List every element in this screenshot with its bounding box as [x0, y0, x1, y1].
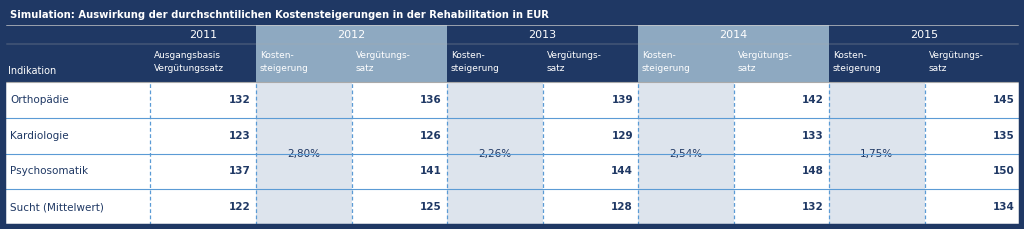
Text: Simulation: Auswirkung der durchschntilichen Kostensteigerungen in der Rehabilit: Simulation: Auswirkung der durchschntili… [10, 9, 549, 19]
Text: 139: 139 [611, 95, 633, 105]
Text: satz: satz [547, 64, 565, 73]
Text: 144: 144 [611, 166, 633, 176]
Text: steigerung: steigerung [260, 64, 309, 73]
Bar [638, 25, 829, 44]
Text: satz: satz [355, 64, 374, 73]
Text: Kosten-: Kosten- [833, 51, 866, 60]
Text: steigerung: steigerung [833, 64, 882, 73]
Bar [638, 44, 829, 82]
Bar [256, 82, 351, 225]
Text: Vergütungs-: Vergütungs- [929, 51, 983, 60]
Text: satz: satz [929, 64, 947, 73]
Text: 137: 137 [229, 166, 251, 176]
Text: Vergütungs-: Vergütungs- [547, 51, 601, 60]
Text: Sucht (Mittelwert): Sucht (Mittelwert) [10, 202, 103, 212]
Text: 134: 134 [993, 202, 1015, 212]
Text: Kosten-: Kosten- [642, 51, 676, 60]
Text: satz: satz [737, 64, 756, 73]
Text: 133: 133 [802, 131, 824, 141]
Bar [256, 44, 447, 82]
Text: 141: 141 [420, 166, 442, 176]
Text: 2011: 2011 [188, 30, 217, 39]
Text: 126: 126 [420, 131, 442, 141]
Text: 132: 132 [229, 95, 251, 105]
Text: 129: 129 [611, 131, 633, 141]
Bar [4, 82, 1020, 225]
Text: 128: 128 [611, 202, 633, 212]
Text: 122: 122 [229, 202, 251, 212]
Text: Vergütungssatz: Vergütungssatz [154, 64, 224, 73]
Text: 2012: 2012 [337, 30, 366, 39]
Text: 2,54%: 2,54% [670, 148, 702, 158]
Text: Indikation: Indikation [8, 66, 56, 76]
Text: 145: 145 [993, 95, 1015, 105]
Text: Orthopädie: Orthopädie [10, 95, 69, 105]
Text: 2,26%: 2,26% [478, 148, 511, 158]
Text: steigerung: steigerung [451, 64, 500, 73]
Text: Kosten-: Kosten- [451, 51, 484, 60]
Text: Kosten-: Kosten- [260, 51, 294, 60]
Text: 1,75%: 1,75% [860, 148, 893, 158]
Text: 2015: 2015 [910, 30, 939, 39]
Text: 125: 125 [420, 202, 442, 212]
Text: 132: 132 [802, 202, 824, 212]
Text: 2013: 2013 [528, 30, 557, 39]
Text: 150: 150 [993, 166, 1015, 176]
Text: 123: 123 [229, 131, 251, 141]
Text: Vergütungs-: Vergütungs- [355, 51, 411, 60]
Bar [4, 4, 1020, 25]
Bar [4, 44, 1020, 82]
Text: 148: 148 [802, 166, 824, 176]
Text: 142: 142 [802, 95, 824, 105]
Text: Kardiologie: Kardiologie [10, 131, 69, 141]
Text: Vergütungs-: Vergütungs- [737, 51, 793, 60]
Bar [447, 82, 543, 225]
Text: Psychosomatik: Psychosomatik [10, 166, 88, 176]
Text: Ausgangsbasis: Ausgangsbasis [154, 51, 221, 60]
Text: 136: 136 [420, 95, 442, 105]
Text: 2,80%: 2,80% [288, 148, 321, 158]
Bar [638, 82, 733, 225]
Bar [4, 25, 1020, 44]
Text: 2014: 2014 [720, 30, 748, 39]
Bar [829, 82, 925, 225]
Bar [256, 25, 447, 44]
Text: steigerung: steigerung [642, 64, 691, 73]
Text: 135: 135 [993, 131, 1015, 141]
